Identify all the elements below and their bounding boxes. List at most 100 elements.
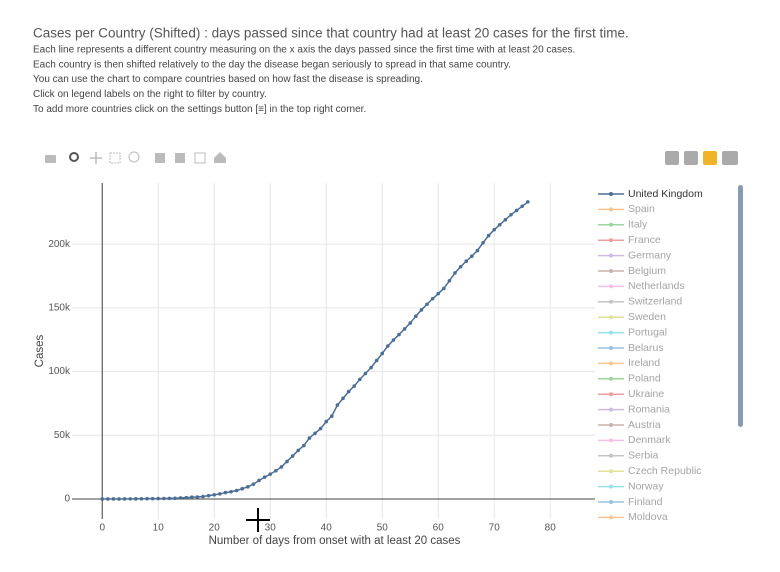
data-point xyxy=(274,468,278,473)
legend-item[interactable]: United Kingdom xyxy=(598,188,703,200)
x-tick-label: 20 xyxy=(209,523,221,534)
reset-icon[interactable] xyxy=(214,152,226,163)
note: To add more countries click on the setti… xyxy=(33,104,366,115)
note: Each country is then shifted relatively … xyxy=(33,59,511,70)
data-point xyxy=(520,204,525,209)
data-point xyxy=(145,496,149,501)
data-point xyxy=(100,497,105,501)
zoom-in-icon[interactable] xyxy=(155,153,165,163)
toolbar xyxy=(45,151,738,165)
legend-item[interactable]: Finland xyxy=(598,496,663,508)
legend-item[interactable]: Germany xyxy=(598,249,672,261)
data-point xyxy=(414,314,418,318)
legend-dot xyxy=(609,192,613,196)
legend-item[interactable]: Switzerland xyxy=(598,296,682,308)
data-point xyxy=(212,493,217,497)
data-point xyxy=(111,497,116,501)
legend-item[interactable]: Denmark xyxy=(598,434,671,446)
data-point xyxy=(402,327,407,331)
btn-1[interactable] xyxy=(665,151,679,165)
data-point xyxy=(234,488,239,493)
data-point xyxy=(195,495,200,499)
legend-label: United Kingdom xyxy=(628,188,703,200)
legend-item[interactable]: Spain xyxy=(598,203,655,215)
legend-item[interactable]: Ukraine xyxy=(598,388,664,400)
data-point xyxy=(246,485,250,489)
x-tick-label: 50 xyxy=(377,523,389,534)
legend-dot xyxy=(609,315,613,320)
cursor xyxy=(246,508,270,532)
data-point xyxy=(251,482,256,486)
legend-label: France xyxy=(628,234,661,246)
legend-item[interactable]: Poland xyxy=(598,373,661,385)
note: Click on legend labels on the right to f… xyxy=(33,89,267,100)
camera-icon[interactable] xyxy=(45,155,56,163)
legend-dot xyxy=(609,392,613,397)
data-point xyxy=(369,365,373,370)
legend-item[interactable]: Portugal xyxy=(598,326,667,338)
x-tick-label: 10 xyxy=(153,523,165,534)
zoom-out-icon[interactable] xyxy=(175,153,185,163)
data-point xyxy=(262,475,267,480)
legend-item[interactable]: Belarus xyxy=(598,342,664,354)
legend-dot xyxy=(609,253,613,258)
autoscale-icon[interactable] xyxy=(194,152,206,164)
x-tick-label: 0 xyxy=(99,523,105,534)
x-tick-label: 60 xyxy=(433,523,445,534)
legend-item[interactable]: Czech Republic xyxy=(598,465,702,477)
btn-3[interactable] xyxy=(703,151,717,165)
settings-button[interactable] xyxy=(722,151,738,165)
note: You can use the chart to compare countri… xyxy=(33,74,423,85)
legend-item[interactable]: Sweden xyxy=(598,311,666,323)
legend-item[interactable]: Norway xyxy=(598,480,664,492)
legend-item[interactable]: Belgium xyxy=(598,265,666,277)
data-point xyxy=(442,286,446,291)
data-point xyxy=(117,497,121,501)
legend-item[interactable]: Ireland xyxy=(598,357,660,369)
data-point xyxy=(302,443,306,448)
data-point xyxy=(128,497,133,501)
data-point xyxy=(296,448,301,453)
legend-item[interactable]: Italy xyxy=(598,219,648,231)
legend-item[interactable]: Netherlands xyxy=(598,280,685,292)
data-point xyxy=(218,492,222,496)
data-point xyxy=(223,490,228,495)
legend-dot xyxy=(609,284,613,289)
pan-icon[interactable] xyxy=(90,152,102,164)
legend-label: Germany xyxy=(628,249,672,261)
chart-title: Cases per Country (Shifted) : days passe… xyxy=(33,26,629,41)
legend-item[interactable]: Moldova xyxy=(598,511,668,523)
legend-item[interactable]: Austria xyxy=(598,419,661,431)
legend-item[interactable]: Serbia xyxy=(598,450,659,462)
lasso-icon[interactable] xyxy=(128,151,140,163)
btn-2[interactable] xyxy=(684,151,698,165)
data-point xyxy=(380,351,385,356)
y-tick-label: 0 xyxy=(64,494,70,505)
data-point xyxy=(526,200,530,204)
data-point xyxy=(184,495,189,500)
data-point xyxy=(470,254,474,258)
y-tick-label: 150k xyxy=(48,303,71,314)
legend-scrollbar[interactable] xyxy=(738,185,743,427)
zoom-icon[interactable] xyxy=(69,152,79,162)
select-icon[interactable] xyxy=(109,152,121,164)
legend-label: Belgium xyxy=(628,265,666,277)
data-point xyxy=(190,495,194,500)
x-tick-label: 70 xyxy=(489,523,501,534)
data-point xyxy=(307,436,312,440)
legend-label: Sweden xyxy=(628,311,666,323)
data-point xyxy=(341,396,345,401)
data-point xyxy=(481,240,485,245)
note: Each line represents a different country… xyxy=(33,45,575,56)
data-point xyxy=(134,497,138,501)
x-axis-label: Number of days from onset with at least … xyxy=(209,535,461,547)
data-point xyxy=(453,271,457,275)
data-point xyxy=(313,431,317,436)
legend-label: Portugal xyxy=(628,326,667,338)
legend-label: Czech Republic xyxy=(628,465,702,477)
legend-item[interactable]: France xyxy=(598,234,661,246)
y-tick-label: 50k xyxy=(54,430,71,441)
legend-item[interactable]: Romania xyxy=(598,403,670,415)
legend-dot xyxy=(609,361,613,366)
